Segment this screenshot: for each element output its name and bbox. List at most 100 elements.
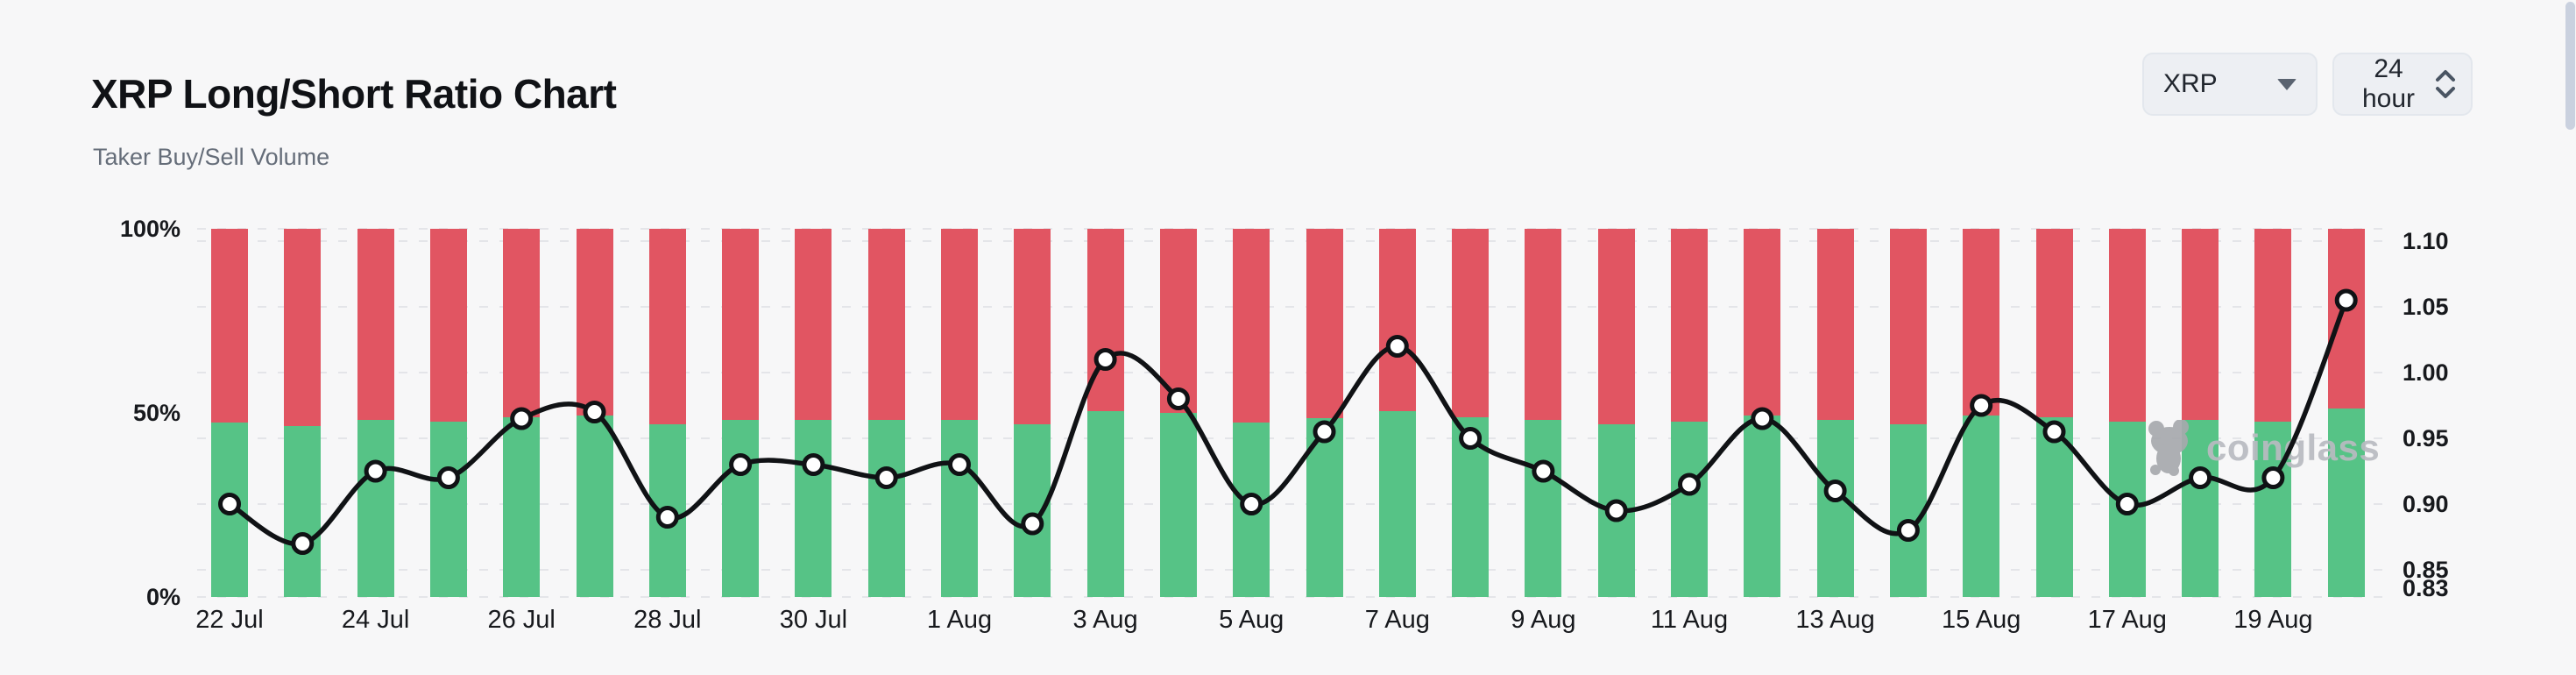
short-bar-28-jul[interactable] [648,229,686,424]
short-bar-25-jul[interactable] [429,229,467,422]
short-bar-24-jul[interactable] [357,229,394,420]
short-bar-31-jul[interactable] [867,229,905,421]
ratio-marker-18-aug[interactable] [2189,466,2212,489]
ratio-marker-13-aug[interactable] [1823,480,1847,502]
short-bar-27-jul[interactable] [576,229,613,416]
ratio-marker-4-aug[interactable] [1166,387,1190,410]
short-bar-16-aug[interactable] [2035,229,2073,417]
long-bar-29-jul[interactable] [722,419,760,597]
long-bar-26-jul[interactable] [503,416,541,597]
ratio-marker-26-jul[interactable] [510,407,534,430]
long-bar-13-aug[interactable] [1816,420,1854,597]
ratio-marker-31-jul[interactable] [874,466,898,489]
ratio-marker-29-jul[interactable] [729,453,753,476]
short-bar-20-aug[interactable] [2327,229,2365,409]
ratio-marker-28-jul[interactable] [655,506,679,529]
long-bar-20-aug[interactable] [2327,408,2365,597]
long-bar-3-aug[interactable] [1086,410,1124,597]
x-axis-tick-17-aug: 17 Aug [2087,606,2167,634]
ratio-marker-23-jul[interactable] [291,532,315,555]
ratio-marker-3-aug[interactable] [1093,348,1117,371]
short-bar-13-aug[interactable] [1816,229,1854,421]
ratio-marker-30-jul[interactable] [802,453,825,476]
short-bar-15-aug[interactable] [1963,229,2000,416]
short-bar-17-aug[interactable] [2108,229,2146,422]
x-axis-tick-9-aug: 9 Aug [1511,606,1576,634]
ratio-marker-15-aug[interactable] [1970,394,1993,417]
long-bar-4-aug[interactable] [1159,413,1197,597]
ratio-marker-20-aug[interactable] [2334,288,2358,312]
ratio-marker-22-jul[interactable] [218,493,241,515]
short-bar-5-aug[interactable] [1233,229,1270,423]
short-bar-14-aug[interactable] [1889,229,1927,424]
short-bar-19-aug[interactable] [2254,229,2292,422]
short-bar-26-jul[interactable] [503,229,541,417]
x-axis-tick-24-jul: 24 Jul [341,606,410,634]
short-bar-12-aug[interactable] [1744,229,1781,416]
short-bar-6-aug[interactable] [1306,229,1343,418]
long-bar-9-aug[interactable] [1525,419,1562,597]
long-bar-7-aug[interactable] [1378,410,1416,597]
symbol-select-value: XRP [2163,69,2218,98]
ratio-marker-11-aug[interactable] [1678,472,1701,496]
ratio-marker-6-aug[interactable] [1313,420,1336,444]
left-axis-tick-0: 0% [145,584,180,610]
ratio-marker-8-aug[interactable] [1459,427,1483,450]
scrollbar-thumb[interactable] [2565,2,2575,130]
x-axis-tick-13-aug: 13 Aug [1795,606,1875,634]
right-axis-tick-1.00: 1.00 [2403,359,2449,386]
right-axis-tick-0.85: 0.85 [2403,557,2449,583]
ratio-marker-17-aug[interactable] [2115,493,2139,515]
long-bar-14-aug[interactable] [1889,423,1927,597]
caret-down-icon [2277,78,2296,90]
short-bar-10-aug[interactable] [1597,229,1635,424]
long-bar-12-aug[interactable] [1744,415,1781,597]
ratio-marker-27-jul[interactable] [583,401,606,423]
short-bar-8-aug[interactable] [1452,229,1490,417]
long-bar-30-jul[interactable] [795,420,832,597]
right-axis-tick-0.95: 0.95 [2403,425,2449,451]
left-axis-tick-100: 100% [119,216,180,242]
long-bar-19-aug[interactable] [2254,421,2292,597]
short-bar-22-jul[interactable] [211,229,248,423]
short-bar-2-aug[interactable] [1014,229,1051,424]
short-bar-23-jul[interactable] [284,229,322,426]
ratio-marker-16-aug[interactable] [2042,420,2066,444]
short-bar-29-jul[interactable] [722,229,760,420]
ratio-marker-12-aug[interactable] [1751,407,1774,430]
ratio-marker-14-aug[interactable] [1896,519,1920,542]
x-axis-tick-28-jul: 28 Jul [633,606,702,634]
short-bar-30-jul[interactable] [795,229,832,421]
symbol-select[interactable]: XRP [2142,53,2318,116]
long-bar-31-jul[interactable] [867,420,905,597]
short-bar-7-aug[interactable] [1378,229,1416,411]
ratio-marker-25-jul[interactable] [436,466,460,489]
short-bar-11-aug[interactable] [1671,229,1708,422]
long-bar-24-jul[interactable] [357,419,394,597]
short-bar-18-aug[interactable] [2182,229,2219,421]
x-axis-tick-30-jul: 30 Jul [779,606,848,634]
ratio-marker-7-aug[interactable] [1385,335,1409,358]
x-axis-tick-11-aug: 11 Aug [1650,606,1729,634]
ratio-marker-10-aug[interactable] [1604,499,1628,522]
interval-select[interactable]: 24 hour [2332,53,2473,116]
page-subtitle: Taker Buy/Sell Volume [93,144,330,170]
long-bar-27-jul[interactable] [576,416,613,597]
ratio-marker-24-jul[interactable] [364,459,387,483]
long-bar-1-aug[interactable] [941,420,978,597]
long-bar-25-jul[interactable] [429,421,467,597]
right-axis-tick-0.83: 0.83 [2403,575,2449,601]
ratio-marker-19-aug[interactable] [2261,466,2285,489]
long-bar-23-jul[interactable] [284,425,322,597]
long-bar-16-aug[interactable] [2035,416,2073,597]
long-bar-11-aug[interactable] [1671,421,1708,597]
short-bar-9-aug[interactable] [1525,229,1562,420]
ratio-marker-2-aug[interactable] [1021,512,1044,536]
long-bar-18-aug[interactable] [2182,420,2219,597]
short-bar-1-aug[interactable] [941,229,978,421]
ratio-marker-5-aug[interactable] [1240,493,1263,515]
long-bar-15-aug[interactable] [1963,415,2000,597]
ratio-marker-1-aug[interactable] [948,453,971,476]
ratio-marker-9-aug[interactable] [1532,459,1555,483]
